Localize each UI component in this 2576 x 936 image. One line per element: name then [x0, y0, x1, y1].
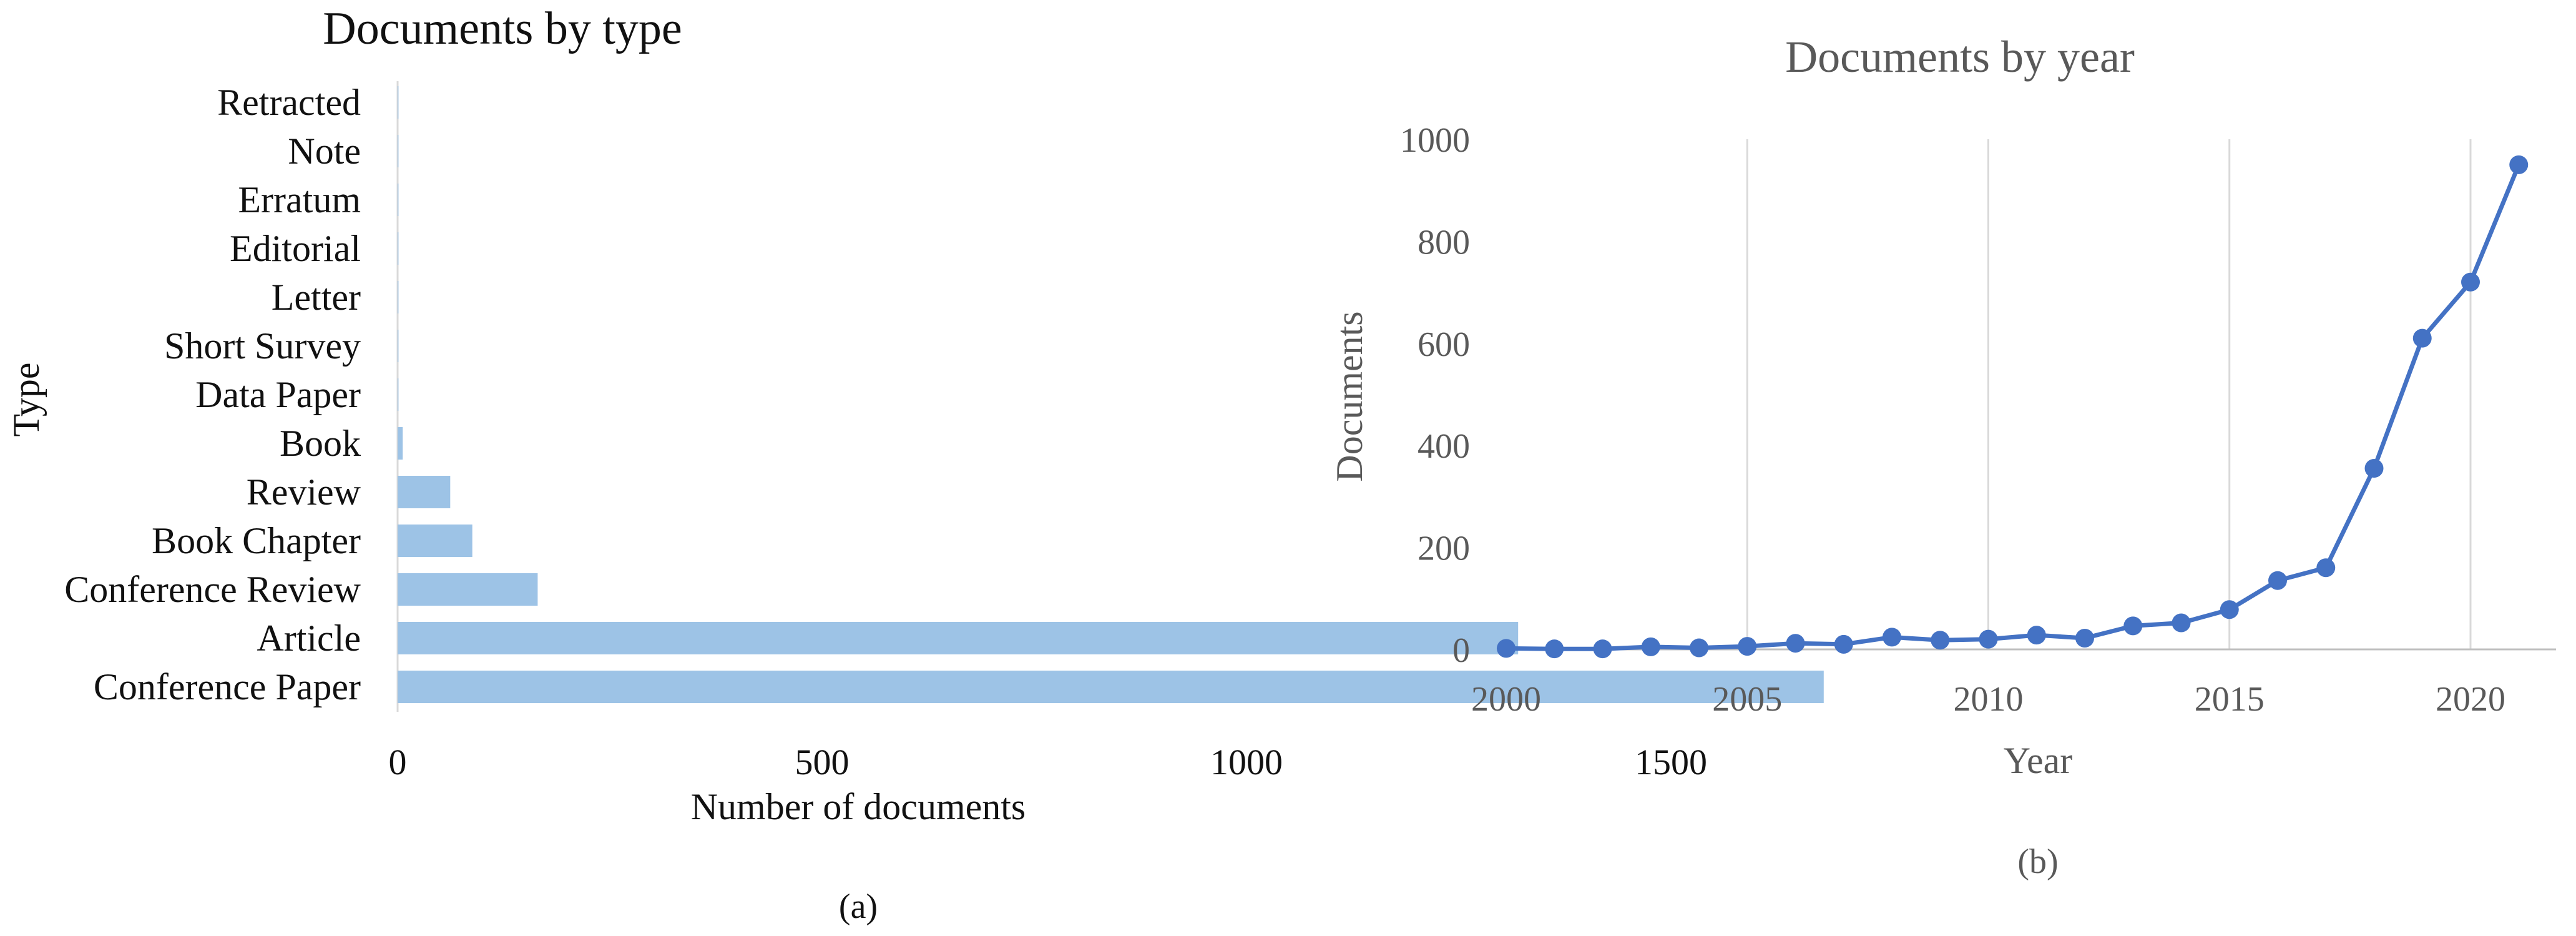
data-point-2006 — [1786, 634, 1805, 653]
data-point-2011 — [2027, 626, 2046, 645]
category-label: Conference Paper — [94, 666, 361, 707]
category-label: Article — [257, 618, 361, 659]
x-tick-label: 2005 — [1712, 680, 1782, 719]
chart-b-series-line — [1506, 164, 2521, 651]
y-tick-label: 600 — [1418, 325, 1470, 364]
bar-conference-review — [398, 573, 538, 606]
chart-b-x-tick-labels: 2000 2005 2010 2015 2020 — [1471, 680, 2505, 719]
data-point-2021 — [2509, 155, 2529, 174]
data-point-2013 — [2123, 616, 2143, 636]
x-tick-label: 1000 — [1210, 742, 1283, 782]
data-point-2014 — [2172, 613, 2191, 633]
data-point-2010 — [1979, 629, 1998, 649]
chart-b-caption: (b) — [2017, 842, 2058, 881]
category-label: Book — [280, 423, 361, 464]
data-point-2017 — [2316, 558, 2336, 578]
data-point-2000 — [1497, 639, 1516, 658]
chart-documents-by-year: Documents by year Documents 0 200 400 600 80… — [1329, 32, 2556, 881]
x-tick-label: 500 — [795, 742, 850, 782]
data-point-2007 — [1834, 634, 1853, 654]
chart-a-ylabel: Type — [6, 362, 47, 436]
y-tick-label: 800 — [1418, 223, 1470, 262]
category-label: Retracted — [217, 82, 361, 123]
chart-documents-by-type: Documents by type Type Conference Paper A… — [6, 3, 1824, 926]
x-tick-label: 2010 — [1954, 680, 2024, 719]
y-tick-label: 200 — [1418, 530, 1470, 568]
category-label: Letter — [272, 277, 361, 318]
data-point-2018 — [2364, 458, 2384, 478]
category-label: Editorial — [230, 228, 361, 269]
bar-article — [398, 622, 1519, 654]
chart-a-category-labels: Conference Paper Article Conference Review… — [64, 82, 361, 707]
chart-a-x-tick-labels: 0 500 1000 1500 — [389, 742, 1708, 782]
category-label: Note — [288, 131, 361, 172]
category-label: Data Paper — [195, 374, 361, 415]
data-point-2016 — [2268, 571, 2287, 590]
category-label: Erratum — [238, 179, 361, 220]
y-tick-label: 400 — [1418, 427, 1470, 466]
category-label: Short Survey — [164, 325, 361, 367]
category-label: Conference Review — [64, 569, 361, 610]
category-label: Book Chapter — [152, 520, 361, 561]
data-point-2020 — [2461, 272, 2480, 292]
chart-b-title: Documents by year — [1785, 32, 2135, 82]
data-point-2002 — [1593, 639, 1612, 659]
category-label: Review — [247, 471, 361, 513]
chart-a-title: Documents by type — [323, 3, 682, 54]
x-tick-label: 2020 — [2436, 680, 2505, 719]
bar-conference-paper — [398, 671, 1824, 703]
x-tick-label: 2015 — [2195, 680, 2265, 719]
data-point-2001 — [1545, 639, 1564, 659]
data-point-2019 — [2412, 328, 2432, 348]
chart-b-vertical-gridlines — [1746, 139, 2472, 649]
data-point-2012 — [2075, 629, 2094, 648]
bar-book-chapter — [398, 525, 473, 557]
data-point-2009 — [1931, 631, 1950, 650]
chart-b-y-tick-labels: 0 200 400 600 800 1000 — [1400, 121, 1470, 670]
data-point-2005 — [1738, 637, 1757, 656]
chart-b-xlabel: Year — [2004, 740, 2073, 781]
chart-a-xlabel: Number of documents — [691, 786, 1026, 827]
data-point-2004 — [1690, 638, 1708, 658]
data-point-2003 — [1641, 637, 1660, 656]
data-point-2015 — [2220, 600, 2239, 619]
data-point-2008 — [1883, 628, 1901, 647]
x-tick-label: 0 — [389, 742, 407, 782]
y-tick-label: 1000 — [1400, 121, 1470, 160]
x-tick-label: 2000 — [1471, 680, 1541, 719]
chart-b-data-points — [1497, 155, 2529, 659]
chart-a-caption: (a) — [839, 887, 878, 926]
bar-review — [398, 476, 451, 508]
y-tick-label: 0 — [1452, 631, 1470, 670]
chart-b-ylabel: Documents — [1329, 311, 1370, 481]
chart-a-bars — [398, 86, 1824, 703]
x-tick-label: 1500 — [1635, 742, 1707, 782]
bar-book — [398, 427, 403, 460]
